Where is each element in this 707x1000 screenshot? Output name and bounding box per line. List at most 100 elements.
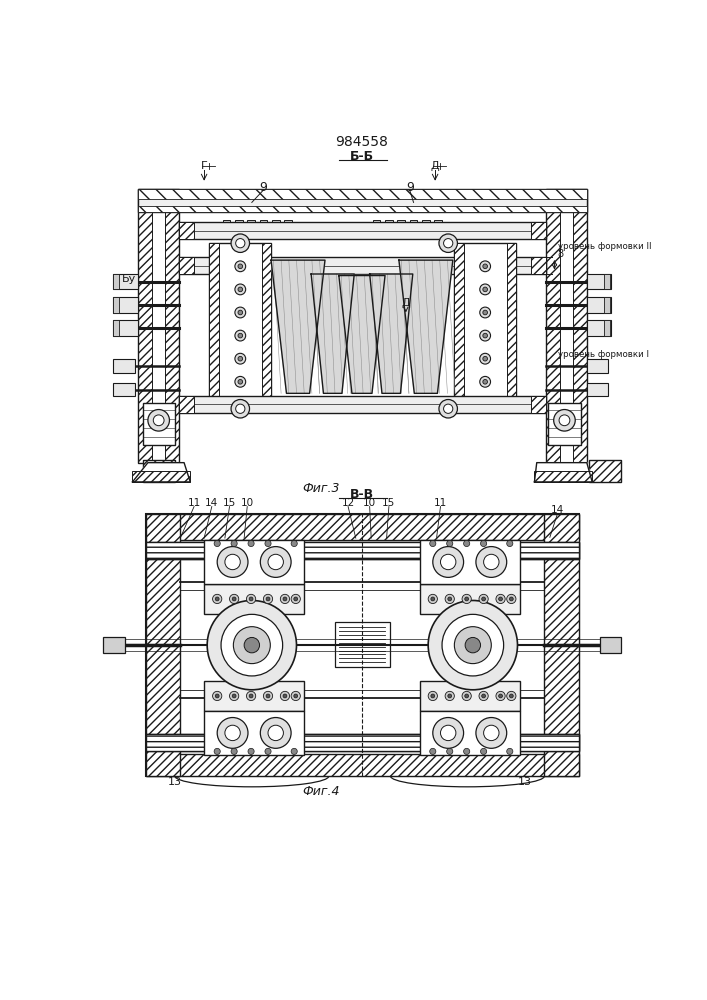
- Bar: [455, 243, 464, 397]
- Bar: [422, 220, 430, 231]
- Circle shape: [283, 597, 287, 601]
- Circle shape: [481, 694, 486, 698]
- Circle shape: [214, 540, 221, 547]
- Circle shape: [268, 725, 284, 741]
- Circle shape: [247, 691, 256, 701]
- Bar: [604, 320, 610, 336]
- Text: 15: 15: [223, 498, 236, 508]
- Circle shape: [231, 400, 250, 418]
- Text: 14: 14: [551, 505, 564, 515]
- Bar: [587, 383, 608, 396]
- Circle shape: [442, 614, 503, 676]
- Circle shape: [484, 554, 499, 570]
- Bar: [132, 471, 190, 482]
- Circle shape: [443, 239, 452, 248]
- Polygon shape: [534, 463, 592, 482]
- Text: 8: 8: [558, 249, 563, 259]
- Text: 10: 10: [240, 498, 254, 508]
- Circle shape: [481, 748, 486, 754]
- Bar: [138, 206, 587, 212]
- Bar: [113, 297, 138, 312]
- Bar: [546, 189, 560, 463]
- Bar: [604, 274, 610, 289]
- Circle shape: [481, 540, 486, 547]
- Circle shape: [231, 540, 238, 547]
- Text: 10: 10: [363, 498, 376, 508]
- Bar: [103, 637, 125, 653]
- Bar: [204, 584, 304, 614]
- Bar: [146, 514, 579, 540]
- Circle shape: [476, 718, 507, 748]
- Circle shape: [249, 694, 253, 698]
- Circle shape: [445, 691, 455, 701]
- Circle shape: [217, 718, 248, 748]
- Bar: [179, 222, 194, 239]
- Circle shape: [248, 540, 254, 547]
- Bar: [544, 514, 579, 776]
- Text: 9: 9: [406, 181, 414, 194]
- Circle shape: [247, 594, 256, 604]
- Circle shape: [235, 376, 246, 387]
- Circle shape: [431, 694, 435, 698]
- Text: 11: 11: [434, 498, 447, 508]
- Circle shape: [238, 333, 243, 338]
- Circle shape: [238, 264, 243, 269]
- Circle shape: [439, 400, 457, 418]
- Bar: [113, 320, 138, 336]
- Circle shape: [225, 725, 240, 741]
- Circle shape: [231, 234, 250, 252]
- Circle shape: [448, 694, 452, 698]
- Circle shape: [235, 353, 246, 364]
- Circle shape: [440, 554, 456, 570]
- Circle shape: [483, 310, 487, 315]
- Circle shape: [221, 614, 283, 676]
- Bar: [587, 297, 612, 312]
- Circle shape: [428, 691, 438, 701]
- Bar: [218, 231, 300, 237]
- Bar: [544, 514, 579, 776]
- Circle shape: [260, 718, 291, 748]
- Circle shape: [294, 694, 298, 698]
- Bar: [385, 220, 393, 231]
- Circle shape: [462, 594, 472, 604]
- Circle shape: [483, 379, 487, 384]
- Circle shape: [464, 540, 469, 547]
- Circle shape: [244, 637, 259, 653]
- Bar: [113, 359, 135, 373]
- Circle shape: [510, 597, 513, 601]
- Bar: [146, 542, 579, 559]
- Bar: [604, 297, 610, 312]
- Circle shape: [448, 597, 452, 601]
- Circle shape: [238, 287, 243, 292]
- Bar: [420, 584, 520, 614]
- Circle shape: [445, 594, 455, 604]
- Circle shape: [447, 748, 452, 754]
- Bar: [507, 243, 516, 397]
- Bar: [247, 220, 255, 231]
- Circle shape: [148, 410, 170, 431]
- Bar: [587, 320, 612, 336]
- Circle shape: [235, 404, 245, 413]
- Bar: [589, 460, 621, 482]
- Circle shape: [498, 597, 503, 601]
- Bar: [369, 231, 450, 237]
- Circle shape: [266, 694, 270, 698]
- Circle shape: [232, 694, 236, 698]
- Circle shape: [281, 691, 290, 701]
- Bar: [549, 403, 580, 445]
- Circle shape: [476, 547, 507, 577]
- Circle shape: [291, 594, 300, 604]
- Circle shape: [291, 691, 300, 701]
- Polygon shape: [370, 274, 413, 393]
- Bar: [165, 189, 179, 463]
- Circle shape: [439, 234, 457, 252]
- Text: уровень формовки I: уровень формовки I: [558, 350, 648, 359]
- Bar: [146, 542, 579, 559]
- Circle shape: [507, 748, 513, 754]
- Polygon shape: [311, 274, 354, 393]
- Bar: [113, 274, 138, 289]
- Bar: [179, 396, 194, 413]
- Bar: [146, 754, 579, 776]
- Circle shape: [231, 748, 238, 754]
- Text: Фиг.4: Фиг.4: [303, 785, 340, 798]
